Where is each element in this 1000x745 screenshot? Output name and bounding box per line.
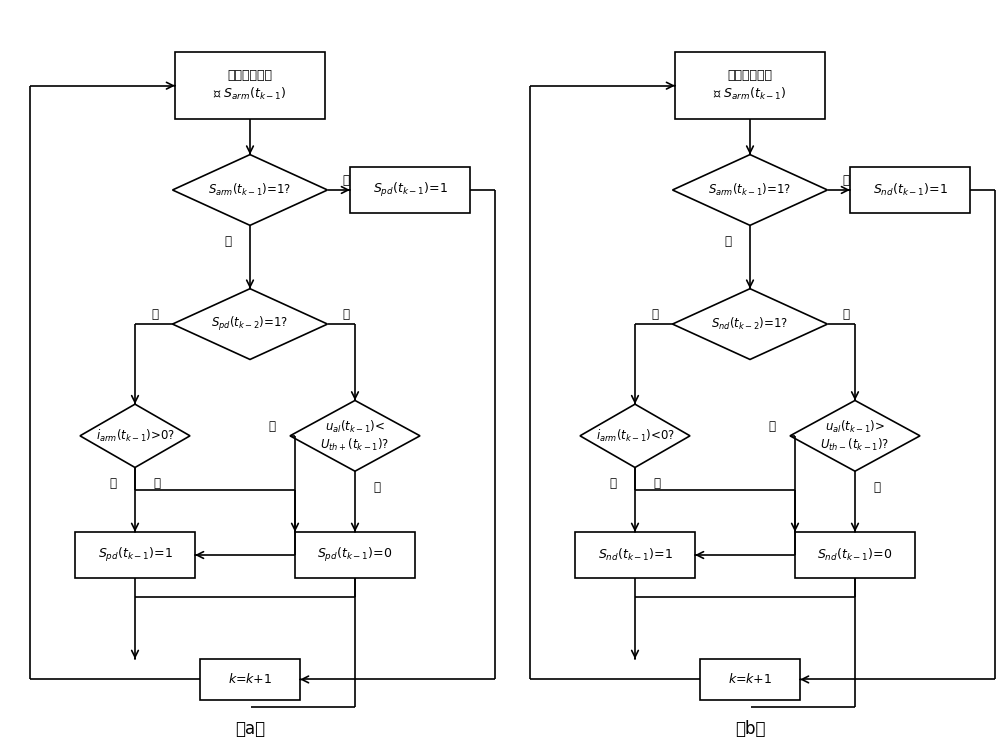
Text: 是: 是 xyxy=(374,481,380,494)
Text: $S_{pd}(t_{k-1})$=1: $S_{pd}(t_{k-1})$=1 xyxy=(98,546,172,564)
Polygon shape xyxy=(580,404,690,468)
Text: 否: 否 xyxy=(342,308,349,321)
Text: 是: 是 xyxy=(342,174,349,187)
Text: 是: 是 xyxy=(610,478,616,490)
Text: $S_{nd}(t_{k-2})$=1?: $S_{nd}(t_{k-2})$=1? xyxy=(711,316,789,332)
Polygon shape xyxy=(80,404,190,468)
Bar xyxy=(200,659,300,700)
Text: 否: 否 xyxy=(154,478,160,490)
Text: $k$=$k$+1: $k$=$k$+1 xyxy=(728,673,772,686)
Bar xyxy=(850,167,970,213)
Bar xyxy=(795,532,915,578)
Text: 从控制系统获
取 $S_{arm}(t_{k-1})$: 从控制系统获 取 $S_{arm}(t_{k-1})$ xyxy=(713,69,787,102)
Text: 否: 否 xyxy=(654,478,660,490)
Text: 是: 是 xyxy=(151,308,158,321)
Bar xyxy=(295,532,415,578)
Text: $S_{nd}(t_{k-1})$=0: $S_{nd}(t_{k-1})$=0 xyxy=(817,547,893,563)
Text: $S_{nd}(t_{k-1})$=1: $S_{nd}(t_{k-1})$=1 xyxy=(598,547,672,563)
Text: $u_{al}(t_{k-1})$>
$U_{th-}(t_{k-1})$?: $u_{al}(t_{k-1})$> $U_{th-}(t_{k-1})$? xyxy=(820,419,890,453)
Polygon shape xyxy=(672,289,828,360)
Text: （a）: （a） xyxy=(235,720,265,738)
Polygon shape xyxy=(672,155,828,225)
Text: $S_{nd}(t_{k-1})$=1: $S_{nd}(t_{k-1})$=1 xyxy=(873,182,947,198)
Text: $i_{arm}(t_{k-1})$<0?: $i_{arm}(t_{k-1})$<0? xyxy=(596,428,674,444)
Text: 是: 是 xyxy=(874,481,881,494)
Bar xyxy=(700,659,800,700)
Text: $S_{pd}(t_{k-2})$=1?: $S_{pd}(t_{k-2})$=1? xyxy=(211,315,289,333)
Text: 否: 否 xyxy=(768,419,776,433)
Text: 是: 是 xyxy=(842,174,849,187)
Text: 否: 否 xyxy=(268,419,275,433)
Text: 从控制系统获
取 $S_{arm}(t_{k-1})$: 从控制系统获 取 $S_{arm}(t_{k-1})$ xyxy=(213,69,287,102)
Polygon shape xyxy=(790,401,920,472)
Text: $k$=$k$+1: $k$=$k$+1 xyxy=(228,673,272,686)
Bar xyxy=(575,532,695,578)
Text: $S_{arm}(t_{k-1})$=1?: $S_{arm}(t_{k-1})$=1? xyxy=(208,182,292,198)
Bar xyxy=(75,532,195,578)
Bar xyxy=(175,52,325,119)
Text: （b）: （b） xyxy=(735,720,765,738)
Polygon shape xyxy=(173,289,328,360)
Bar xyxy=(350,167,470,213)
Polygon shape xyxy=(173,155,328,225)
Text: $S_{pd}(t_{k-1})$=1: $S_{pd}(t_{k-1})$=1 xyxy=(373,181,447,199)
Text: 否: 否 xyxy=(842,308,849,321)
Text: $S_{pd}(t_{k-1})$=0: $S_{pd}(t_{k-1})$=0 xyxy=(317,546,393,564)
Text: $u_{al}(t_{k-1})$<
$U_{th+}(t_{k-1})$?: $u_{al}(t_{k-1})$< $U_{th+}(t_{k-1})$? xyxy=(320,419,390,453)
Text: 是: 是 xyxy=(110,478,117,490)
Text: 否: 否 xyxy=(224,235,232,248)
Polygon shape xyxy=(290,401,420,472)
Text: 是: 是 xyxy=(651,308,658,321)
Text: 否: 否 xyxy=(724,235,732,248)
Bar xyxy=(675,52,825,119)
Text: $S_{arm}(t_{k-1})$=1?: $S_{arm}(t_{k-1})$=1? xyxy=(708,182,792,198)
Text: $i_{arm}(t_{k-1})$>0?: $i_{arm}(t_{k-1})$>0? xyxy=(96,428,174,444)
